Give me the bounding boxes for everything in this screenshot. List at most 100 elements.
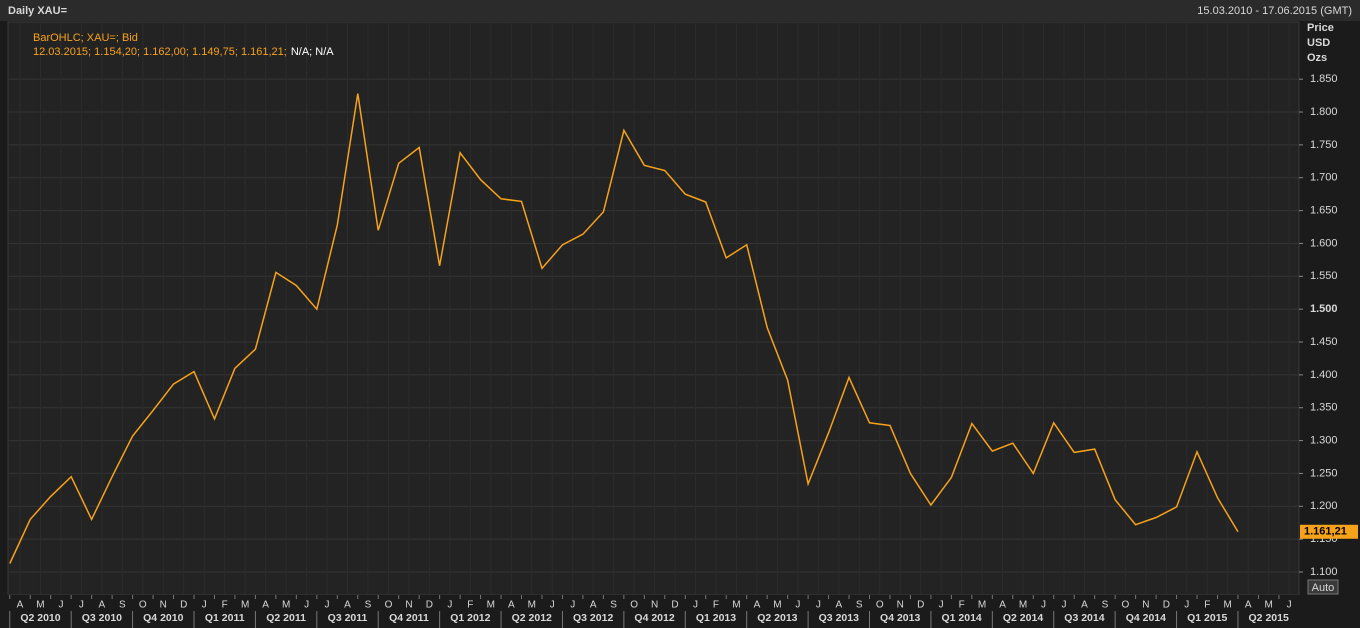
x-quarter-label: Q3 2013	[819, 612, 859, 624]
auto-button-label[interactable]: Auto	[1312, 582, 1335, 594]
legend-values: 12.03.2015; 1.154,20; 1.162,00; 1.149,75…	[33, 46, 287, 58]
y-tick-label: 1.350	[1310, 402, 1338, 414]
unit-label: Ozs	[1307, 52, 1327, 64]
x-quarter-label: Q3 2014	[1064, 612, 1104, 624]
x-month-label: J	[1061, 600, 1066, 611]
x-month-label: J	[447, 600, 452, 611]
y-tick-label: 1.550	[1310, 270, 1338, 282]
x-month-label: A	[17, 600, 24, 611]
x-month-label: D	[671, 600, 678, 611]
x-month-label: M	[773, 600, 781, 611]
x-month-label: O	[385, 600, 393, 611]
x-month-label: J	[1184, 600, 1189, 611]
legend-line: BarOHLC; XAU=; Bid	[33, 32, 138, 44]
x-month-label: A	[344, 600, 351, 611]
x-month-label: F	[959, 600, 965, 611]
y-tick-label: 1.850	[1310, 73, 1338, 85]
x-quarter-label: Q2 2012	[512, 612, 552, 624]
x-month-label: J	[1287, 600, 1292, 611]
x-month-label: M	[978, 600, 986, 611]
x-month-label: J	[1041, 600, 1046, 611]
auto-button[interactable]	[1307, 579, 1339, 595]
x-month-label: J	[693, 600, 698, 611]
x-quarter-label: Q2 2014	[1003, 612, 1043, 624]
x-month-label: D	[917, 600, 924, 611]
x-month-label: A	[754, 600, 761, 611]
x-axis-band	[0, 595, 1300, 628]
x-month-label: M	[528, 600, 536, 611]
y-tick-label: 1.300	[1310, 434, 1338, 446]
x-quarter-label: Q4 2011	[389, 612, 429, 624]
x-month-label: M	[36, 600, 44, 611]
x-month-label: A	[1245, 600, 1252, 611]
x-month-label: A	[999, 600, 1006, 611]
x-month-label: D	[1163, 600, 1170, 611]
x-month-label: J	[570, 600, 575, 611]
y-tick-label: 1.600	[1310, 237, 1338, 249]
x-month-label: O	[1121, 600, 1129, 611]
y-tick-label: 1.750	[1310, 139, 1338, 151]
y-tick-label: 1.800	[1310, 106, 1338, 118]
x-quarter-label: Q4 2014	[1126, 612, 1166, 624]
x-month-label: F	[467, 600, 473, 611]
x-quarter-label: Q1 2011	[205, 612, 245, 624]
x-month-label: J	[550, 600, 555, 611]
title-bar	[0, 0, 1360, 21]
x-month-label: N	[160, 600, 167, 611]
x-month-label: M	[1019, 600, 1027, 611]
y-tick-label: 1.250	[1310, 467, 1338, 479]
x-month-label: A	[508, 600, 515, 611]
x-month-label: S	[610, 600, 617, 611]
last-value-box	[1300, 524, 1358, 539]
x-month-label: N	[1142, 600, 1149, 611]
x-quarter-label: Q2 2015	[1249, 612, 1289, 624]
price-line	[9, 93, 1239, 564]
x-month-label: D	[426, 600, 433, 611]
x-month-label: A	[835, 600, 842, 611]
x-quarter-label: Q2 2013	[757, 612, 797, 624]
x-month-label: J	[79, 600, 84, 611]
date-range: 15.03.2010 - 17.06.2015 (GMT)	[1197, 5, 1352, 17]
x-month-label: M	[282, 600, 290, 611]
x-quarter-label: Q4 2012	[634, 612, 674, 624]
x-month-label: M	[732, 600, 740, 611]
x-month-label: J	[816, 600, 821, 611]
x-quarter-label: Q1 2015	[1187, 612, 1227, 624]
x-quarter-label: Q4 2010	[143, 612, 183, 624]
x-month-label: M	[487, 600, 495, 611]
x-month-label: O	[630, 600, 638, 611]
x-month-label: S	[856, 600, 863, 611]
x-month-label: J	[795, 600, 800, 611]
x-quarter-label: Q3 2010	[82, 612, 122, 624]
x-quarter-label: Q1 2012	[450, 612, 490, 624]
x-quarter-label: Q2 2011	[266, 612, 306, 624]
x-month-label: S	[365, 600, 372, 611]
x-month-label: O	[876, 600, 884, 611]
x-month-label: A	[1081, 600, 1088, 611]
x-month-label: A	[262, 600, 269, 611]
y-tick-label: 1.200	[1310, 500, 1338, 512]
x-month-label: J	[202, 600, 207, 611]
legend-na: N/A; N/A	[291, 46, 334, 58]
x-month-label: J	[325, 600, 330, 611]
unit-label: USD	[1307, 37, 1330, 49]
last-value-label: 1.161,21	[1304, 526, 1347, 538]
x-quarter-label: Q3 2012	[573, 612, 613, 624]
x-month-label: A	[590, 600, 597, 611]
x-month-label: M	[1224, 600, 1232, 611]
x-month-label: F	[1204, 600, 1210, 611]
x-month-label: A	[99, 600, 106, 611]
y-tick-label: 1.700	[1310, 172, 1338, 184]
x-month-label: O	[139, 600, 147, 611]
x-month-label: N	[651, 600, 658, 611]
x-month-label: D	[180, 600, 187, 611]
x-month-label: S	[1102, 600, 1109, 611]
chart-title: Daily XAU=	[8, 5, 67, 17]
x-quarter-label: Q4 2013	[880, 612, 920, 624]
x-quarter-label: Q1 2013	[696, 612, 736, 624]
x-quarter-label: Q3 2011	[328, 612, 368, 624]
x-quarter-label: Q1 2014	[941, 612, 981, 624]
plot-area	[7, 21, 1300, 596]
